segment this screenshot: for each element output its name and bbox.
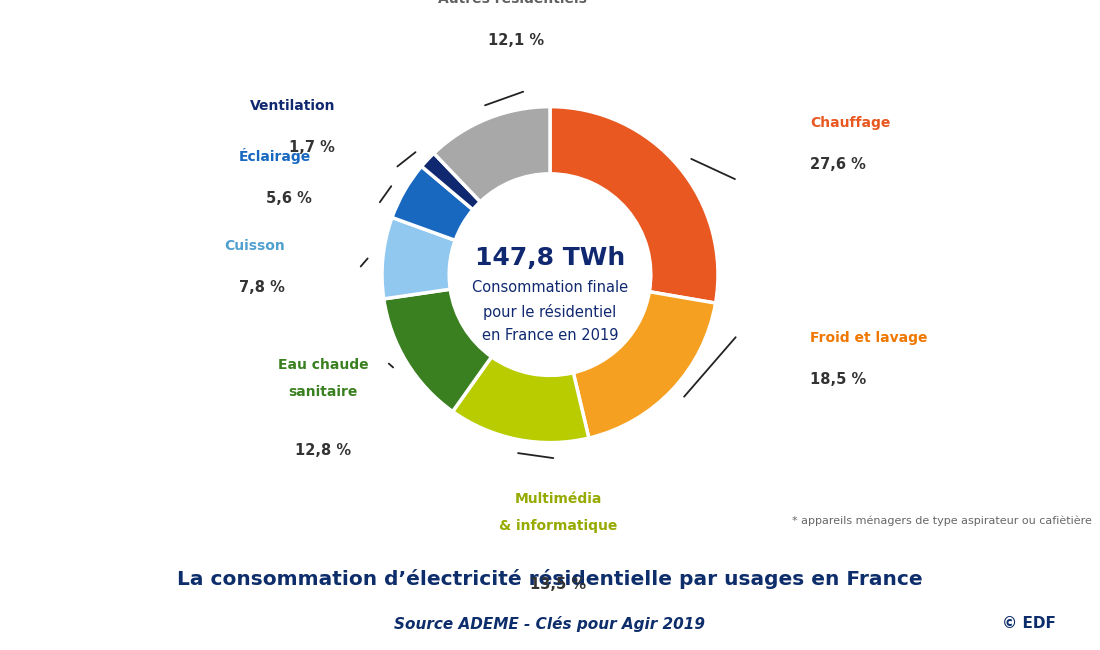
Wedge shape [452, 357, 588, 443]
Text: & informatique: & informatique [499, 519, 617, 534]
Wedge shape [433, 107, 550, 202]
Text: © EDF: © EDF [1002, 616, 1056, 631]
Wedge shape [392, 166, 473, 240]
Text: Source ADEME - Clés pour Agir 2019: Source ADEME - Clés pour Agir 2019 [395, 616, 705, 632]
Wedge shape [382, 218, 455, 299]
Text: Consommation finale
pour le résidentiel
en France en 2019: Consommation finale pour le résidentiel … [472, 280, 628, 343]
Text: * appareils ménagers de type aspirateur ou cafiètière: * appareils ménagers de type aspirateur … [792, 516, 1092, 526]
Text: 12,1 %: 12,1 % [488, 32, 544, 47]
Text: La consommation d’électricité résidentielle par usages en France: La consommation d’électricité résidentie… [177, 569, 923, 590]
Wedge shape [573, 292, 716, 438]
Text: 5,6 %: 5,6 % [265, 190, 311, 205]
Text: 27,6 %: 27,6 % [811, 157, 867, 172]
Wedge shape [384, 289, 492, 411]
Text: 18,5 %: 18,5 % [811, 372, 867, 387]
Text: sanitaire: sanitaire [288, 385, 358, 399]
Text: 13,5 %: 13,5 % [530, 577, 586, 592]
Text: 12,8 %: 12,8 % [295, 443, 351, 458]
Text: Multimédia: Multimédia [515, 493, 602, 506]
Text: Ventilation: Ventilation [250, 99, 336, 113]
Text: 147,8 TWh: 147,8 TWh [475, 246, 625, 270]
Wedge shape [550, 107, 718, 303]
Text: Cuisson: Cuisson [223, 239, 285, 253]
Text: Eau chaude: Eau chaude [278, 358, 368, 372]
Text: Chauffage: Chauffage [811, 116, 891, 130]
Text: Éclairage: Éclairage [239, 148, 311, 164]
Text: 1,7 %: 1,7 % [289, 140, 336, 155]
Text: Autres résidentiels*: Autres résidentiels* [439, 0, 594, 6]
Text: 7,8 %: 7,8 % [239, 280, 285, 294]
Text: Froid et lavage: Froid et lavage [811, 332, 928, 345]
Wedge shape [421, 153, 481, 210]
